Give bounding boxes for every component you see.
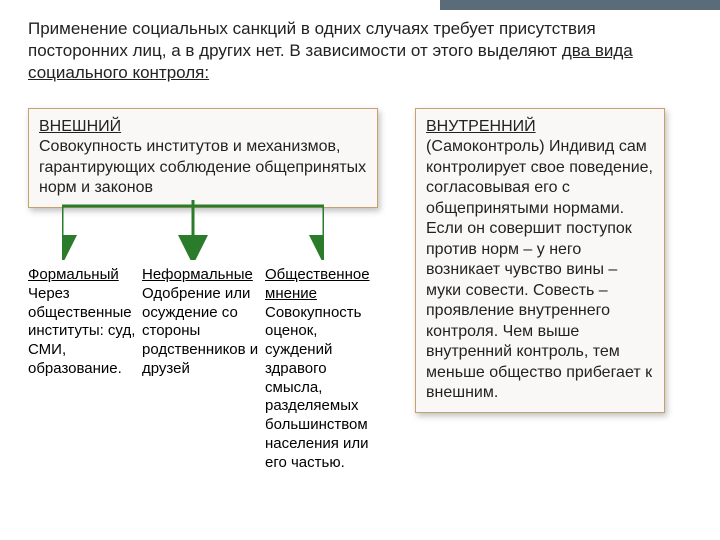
internal-title: ВНУТРЕННИЙ <box>426 118 536 135</box>
intro-line1: Применение социальных санкций в одних сл… <box>28 19 596 38</box>
intro-text: Применение социальных санкций в одних сл… <box>28 18 700 84</box>
external-box: ВНЕШНИЙ Совокупность институтов и механи… <box>28 108 378 208</box>
three-arrows <box>62 200 324 260</box>
leaf-formal-body: Через общественные институты: суд, СМИ, … <box>28 285 135 377</box>
leaf-opinion-label: Общественное мнение <box>265 266 370 302</box>
leaf-formal: Формальный Через общественные институты:… <box>28 266 140 379</box>
top-accent-bar <box>440 0 720 10</box>
leaf-opinion-body: Совокупность оценок, суждений здравого с… <box>265 304 369 471</box>
leaf-opinion: Общественное мнение Совокупность оценок,… <box>265 266 387 472</box>
external-title: ВНЕШНИЙ <box>39 118 121 135</box>
leaf-informal-label: Неформальные <box>142 266 253 283</box>
internal-box: ВНУТРЕННИЙ (Самоконтроль) Индивид сам ко… <box>415 108 665 413</box>
leaf-formal-label: Формальный <box>28 266 119 283</box>
intro-line2: посторонних лиц, а в других нет. В завис… <box>28 41 557 60</box>
leaf-informal-body: Одобрение или осуждение со стороны родст… <box>142 285 258 377</box>
external-body: Совокупность институтов и механизмов, га… <box>39 138 366 196</box>
internal-body: (Самоконтроль) Индивид сам контролирует … <box>426 138 653 401</box>
leaf-informal: Неформальные Одобрение или осуждение со … <box>142 266 262 379</box>
